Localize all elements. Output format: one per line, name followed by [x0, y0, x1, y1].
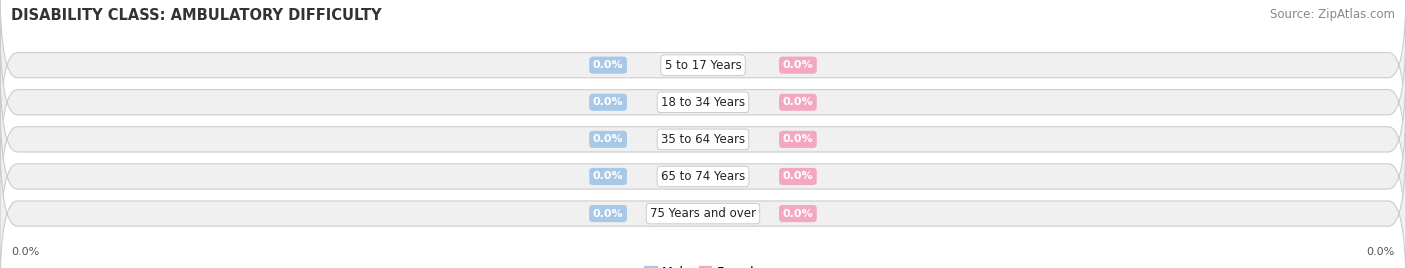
Text: 0.0%: 0.0%	[783, 97, 813, 107]
Text: 0.0%: 0.0%	[11, 247, 39, 257]
Text: 18 to 34 Years: 18 to 34 Years	[661, 96, 745, 109]
FancyBboxPatch shape	[0, 96, 1406, 257]
Text: Source: ZipAtlas.com: Source: ZipAtlas.com	[1270, 8, 1395, 21]
Text: 0.0%: 0.0%	[783, 209, 813, 219]
Text: 0.0%: 0.0%	[593, 172, 623, 181]
Text: 35 to 64 Years: 35 to 64 Years	[661, 133, 745, 146]
Text: 0.0%: 0.0%	[593, 209, 623, 219]
FancyBboxPatch shape	[0, 133, 1406, 268]
Text: 0.0%: 0.0%	[783, 60, 813, 70]
Text: 0.0%: 0.0%	[1367, 247, 1395, 257]
Text: DISABILITY CLASS: AMBULATORY DIFFICULTY: DISABILITY CLASS: AMBULATORY DIFFICULTY	[11, 8, 382, 23]
Text: 0.0%: 0.0%	[593, 97, 623, 107]
FancyBboxPatch shape	[0, 0, 1406, 145]
Text: 75 Years and over: 75 Years and over	[650, 207, 756, 220]
Text: 5 to 17 Years: 5 to 17 Years	[665, 59, 741, 72]
FancyBboxPatch shape	[0, 22, 1406, 183]
Text: 0.0%: 0.0%	[783, 172, 813, 181]
Text: 0.0%: 0.0%	[783, 134, 813, 144]
FancyBboxPatch shape	[0, 59, 1406, 219]
Text: 0.0%: 0.0%	[593, 60, 623, 70]
Text: 0.0%: 0.0%	[593, 134, 623, 144]
Legend: Male, Female: Male, Female	[640, 260, 766, 268]
Text: 65 to 74 Years: 65 to 74 Years	[661, 170, 745, 183]
